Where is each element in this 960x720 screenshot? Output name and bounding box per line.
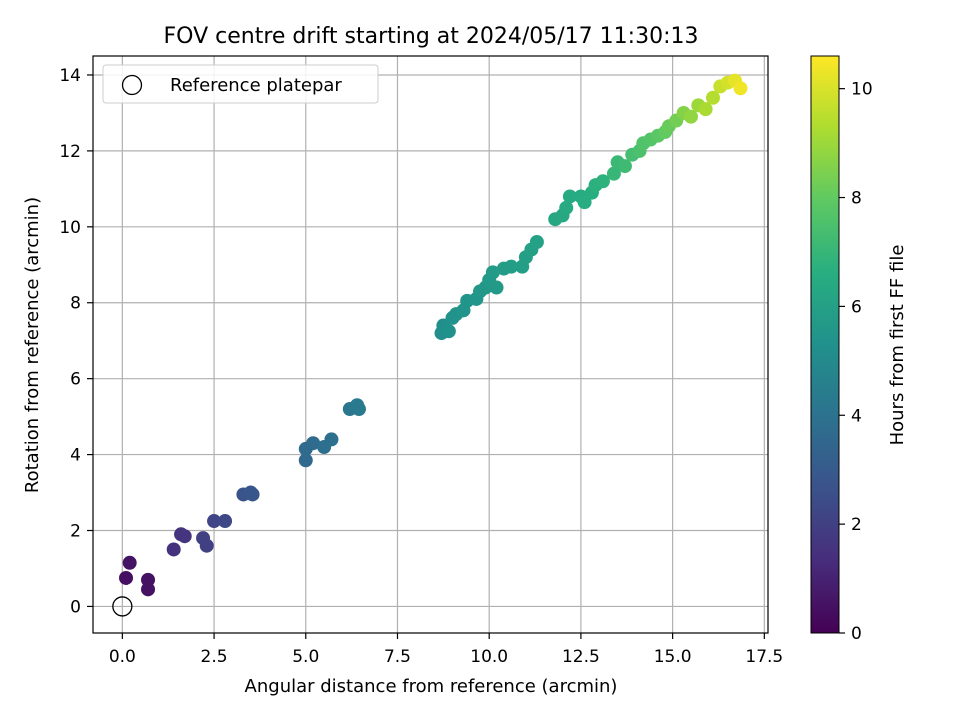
colorbar-gradient <box>810 55 840 634</box>
scatter-point <box>562 189 577 204</box>
x-axis-label: Angular distance from reference (arcmin) <box>245 676 618 697</box>
colorbar: 0 2 4 6 8 10 Hours from first FF file <box>810 55 908 644</box>
scatter-point <box>324 432 339 447</box>
scatter-point <box>199 538 214 553</box>
y-tick-label: 14 <box>59 66 81 86</box>
scatter-point <box>218 514 233 529</box>
colorbar-ticks: 0 2 4 6 8 10 <box>839 80 873 644</box>
scatter-point <box>489 280 504 295</box>
scatter-point <box>577 195 592 210</box>
legend-box <box>102 64 379 104</box>
scatter-point <box>141 582 156 597</box>
colorbar-tick-label: 6 <box>851 297 862 317</box>
scatter-point <box>617 159 632 174</box>
scatter-point <box>119 570 134 585</box>
x-tick-label: 5.0 <box>292 647 319 667</box>
scatter-point <box>683 109 698 124</box>
reference-platepar-marker <box>112 596 133 617</box>
scatter-point <box>698 102 713 117</box>
y-tick-label: 12 <box>59 142 81 162</box>
colorbar-tick-label: 4 <box>851 406 862 426</box>
plot-frame <box>92 55 769 634</box>
scatter-point <box>306 436 321 451</box>
scatter-point <box>245 487 260 502</box>
scatter-point <box>351 402 366 417</box>
scatter-point <box>705 90 720 105</box>
x-tick-label: 0.0 <box>109 647 136 667</box>
plot-axes: 0.0 2.5 5.0 7.5 10.0 12.5 15.0 17.5 0 2 4 6 8 10 12 14 <box>59 55 783 667</box>
scatter-point <box>298 453 313 468</box>
x-tick-label: 2.5 <box>201 647 228 667</box>
legend-entry-label: Reference platepar <box>170 75 342 96</box>
x-tick-label: 10.0 <box>470 647 508 667</box>
y-axis-label: Rotation from reference (arcmin) <box>22 197 43 493</box>
colorbar-tick-label: 0 <box>851 624 862 644</box>
scatter-point <box>595 174 610 189</box>
y-tick-label: 6 <box>70 370 81 390</box>
x-tick-label: 7.5 <box>384 647 411 667</box>
scatter-point <box>485 265 500 280</box>
x-tick-label: 12.5 <box>562 647 600 667</box>
legend: Reference platepar <box>102 64 379 104</box>
scatter-point <box>166 542 181 557</box>
scatter-point <box>559 200 574 215</box>
grid-lines <box>93 56 768 633</box>
colorbar-tick-label: 2 <box>851 515 862 535</box>
scatter-point <box>207 514 222 529</box>
y-tick-label: 0 <box>70 597 81 617</box>
y-tick-label: 2 <box>70 522 81 542</box>
legend-marker <box>121 74 143 96</box>
colorbar-tick-label: 10 <box>851 80 873 100</box>
scatter-point <box>529 235 544 250</box>
chart-title: FOV centre drift starting at 2024/05/17 … <box>164 24 699 49</box>
y-tick-label: 8 <box>70 294 81 314</box>
y-tick-label: 4 <box>70 446 81 466</box>
scatter-point <box>504 259 519 274</box>
x-tick-label: 15.0 <box>654 647 692 667</box>
y-tick-label: 10 <box>59 218 81 238</box>
scatter-point <box>606 166 621 181</box>
scatter-point <box>177 529 192 544</box>
colorbar-label: Hours from first FF file <box>887 245 908 446</box>
scatter-point <box>733 81 748 96</box>
colorbar-tick-label: 8 <box>851 189 862 209</box>
x-tick-label: 17.5 <box>745 647 783 667</box>
scatter-point <box>441 324 456 339</box>
scatter-point <box>122 555 137 570</box>
data-points <box>112 73 748 617</box>
